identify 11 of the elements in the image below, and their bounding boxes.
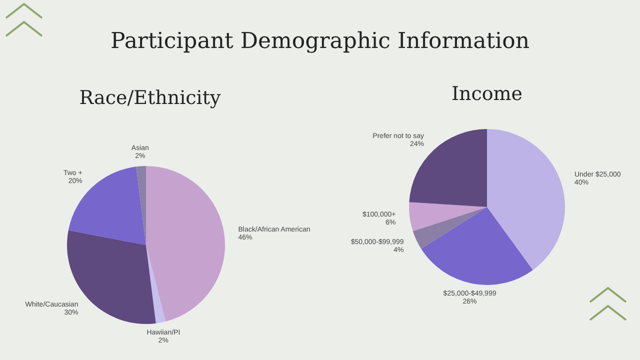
pie-slice [146, 166, 225, 322]
pie-slice [409, 202, 487, 232]
pie-slice [146, 245, 166, 324]
pie-slice [412, 207, 487, 249]
text: Participant Demographic Information [110, 29, 530, 54]
pie-slice [487, 129, 565, 270]
pie-slice [136, 166, 146, 245]
pie-slice [409, 129, 487, 207]
chart-title: Income [451, 83, 523, 105]
pie-slice [421, 207, 533, 285]
chart-title: Race/Ethnicity [79, 87, 222, 109]
